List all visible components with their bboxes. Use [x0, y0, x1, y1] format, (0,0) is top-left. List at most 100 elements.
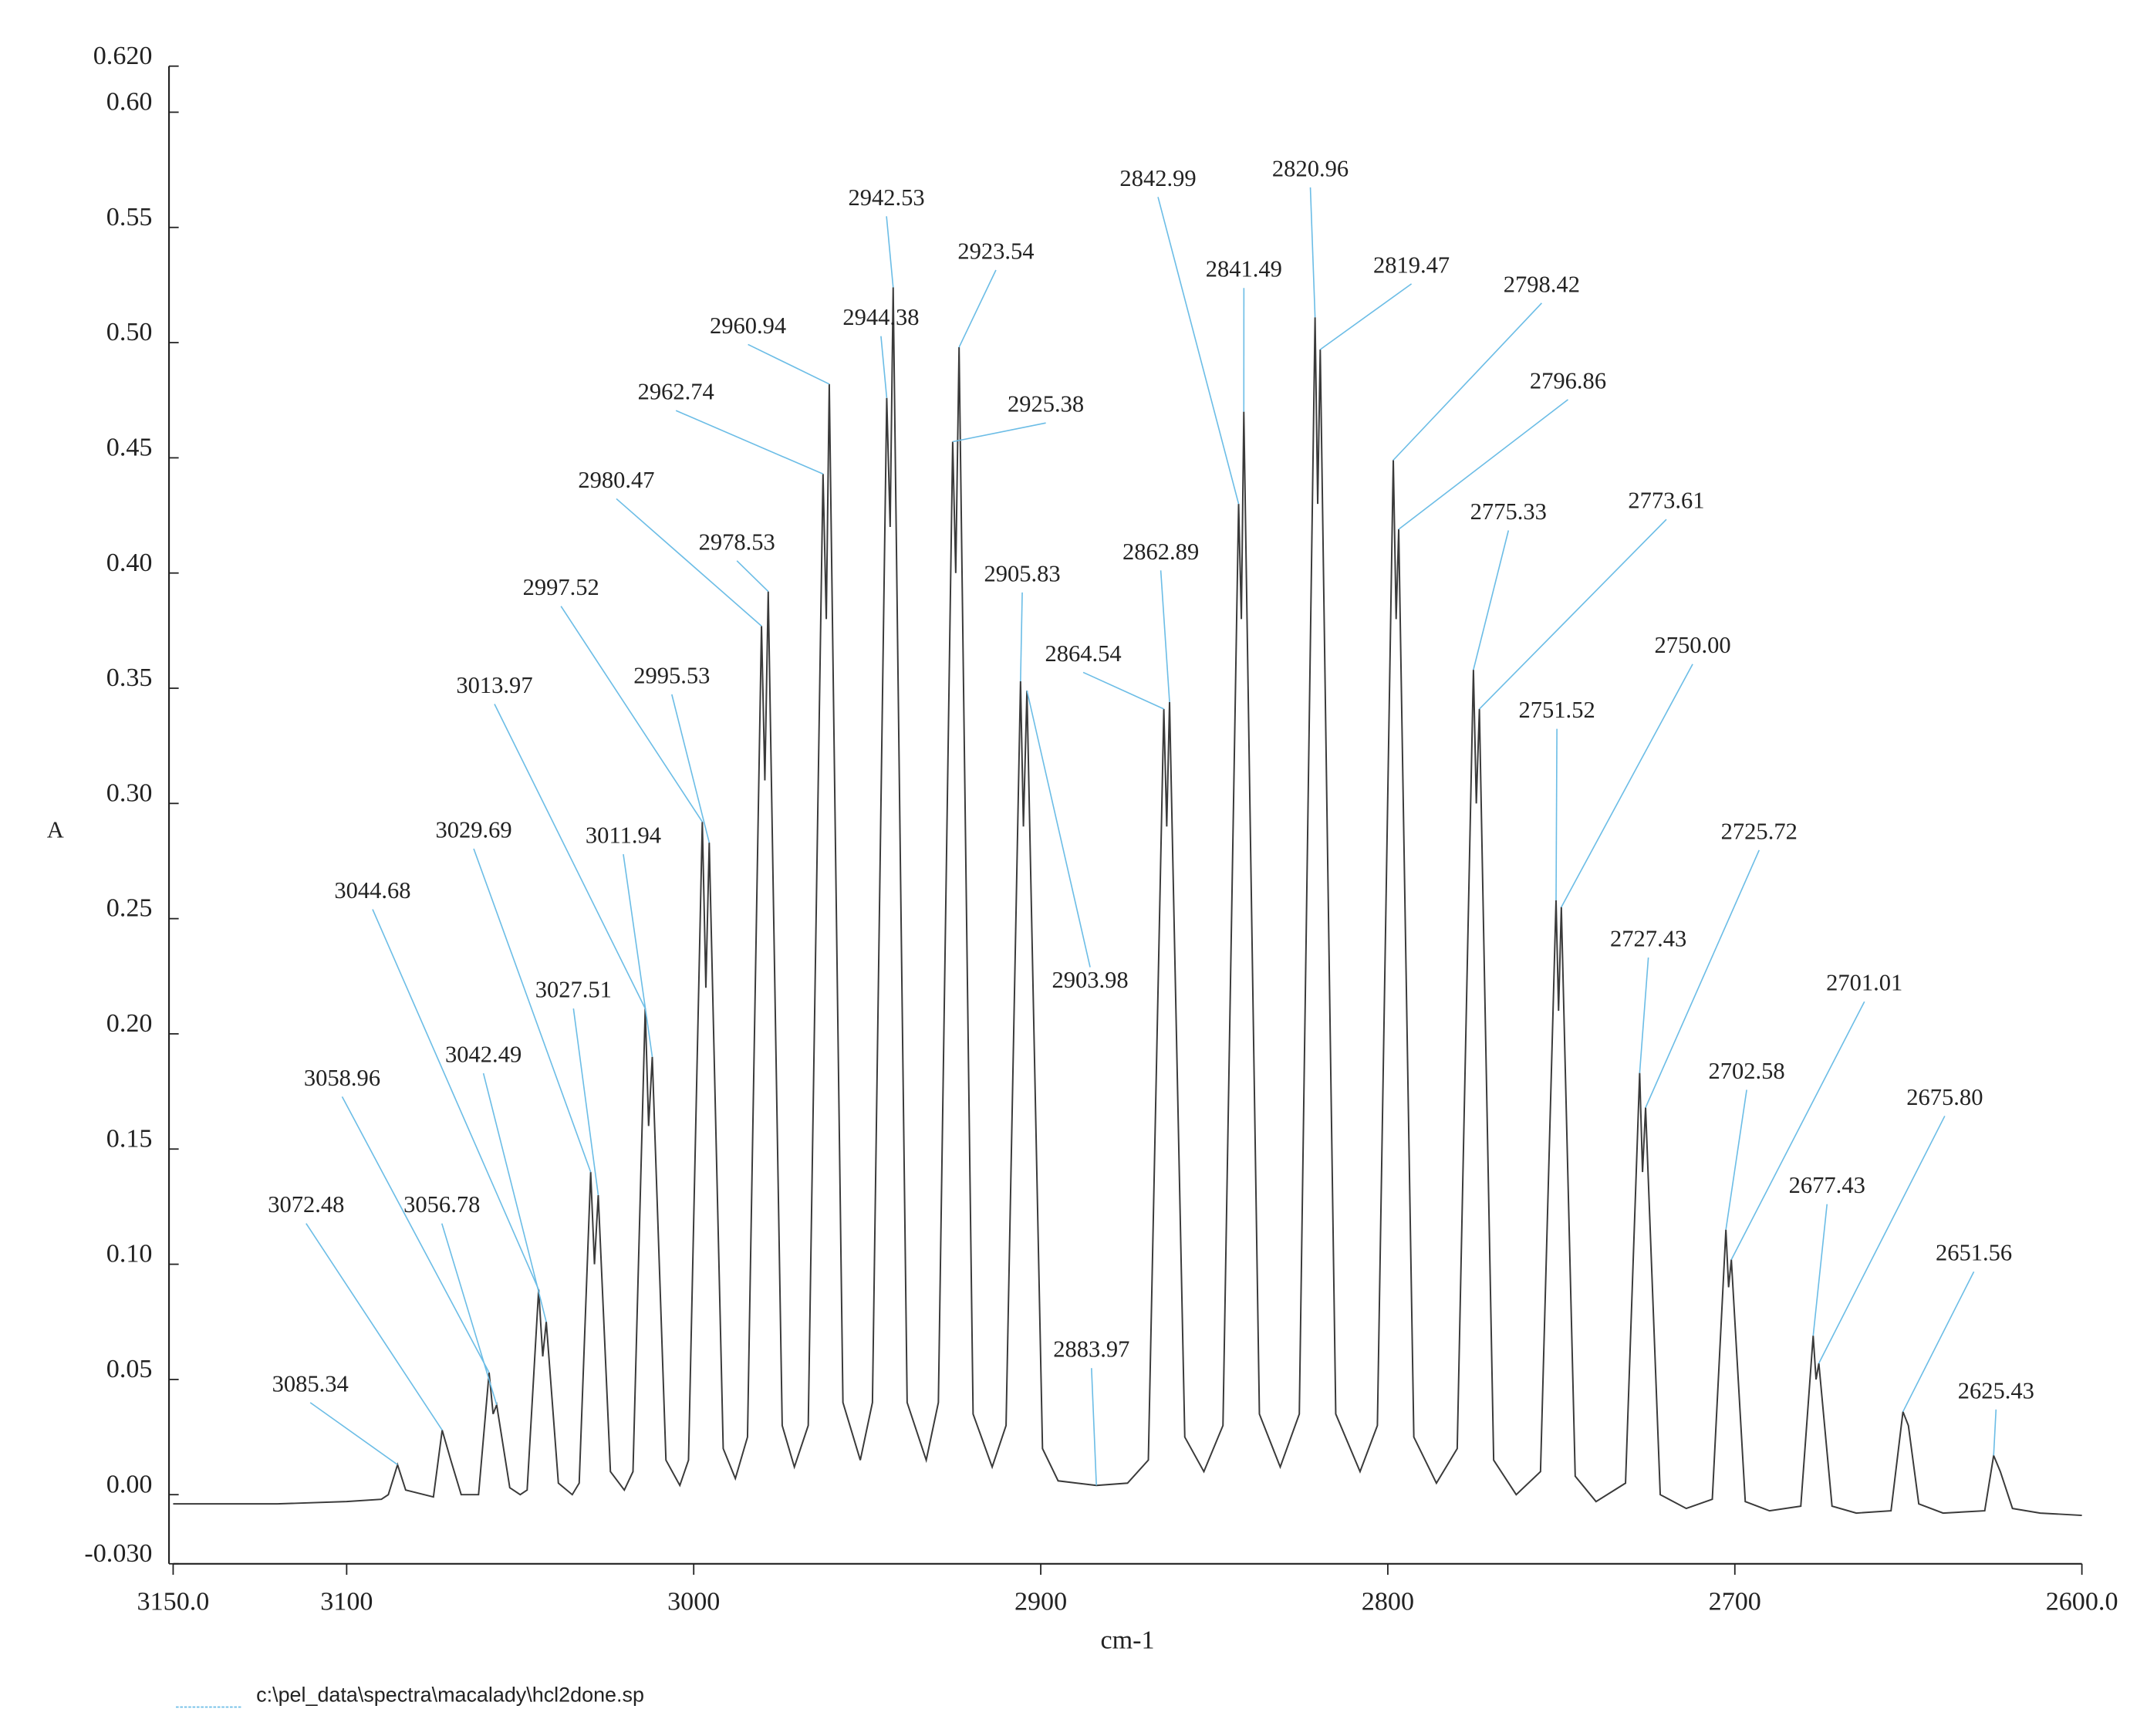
annotation-leader: [473, 848, 592, 1173]
annotation-label: 3013.97: [456, 672, 532, 698]
annotation-leader: [1818, 1116, 1946, 1364]
annotation-leader: [482, 1072, 547, 1322]
x-axis-label: cm-1: [1100, 1626, 1154, 1654]
annotation-leader: [560, 606, 704, 822]
annotation-label: 2775.33: [1470, 498, 1547, 525]
x-tick-label: 3100: [320, 1587, 373, 1616]
annotation-label: 2883.97: [1053, 1336, 1129, 1363]
y-tick-label: 0.25: [106, 894, 153, 923]
annotation-leader: [309, 1402, 398, 1466]
annotation-label: 3011.94: [586, 822, 661, 849]
annotation-leader: [341, 1096, 490, 1373]
annotation-label: 2978.53: [699, 529, 775, 555]
annotation-label: 2725.72: [1721, 818, 1798, 844]
annotation-label: 2944.38: [842, 304, 919, 330]
y-tick-label: 0.30: [106, 778, 153, 807]
annotation-leader: [372, 909, 539, 1290]
annotation-leader: [1473, 530, 1510, 670]
annotation-leader: [671, 694, 711, 843]
annotation-label: 3042.49: [445, 1042, 522, 1068]
annotation-label: 2773.61: [1628, 488, 1704, 514]
annotation-label: 2960.94: [710, 312, 786, 339]
annotation-label: 2677.43: [1789, 1172, 1865, 1198]
annotation-label: 3056.78: [403, 1191, 480, 1218]
annotation-leader: [958, 269, 997, 348]
annotation-label: 2750.00: [1654, 632, 1730, 658]
annotation-leader: [1157, 197, 1240, 505]
annotation-leader: [441, 1223, 498, 1405]
annotation-leader: [1993, 1409, 1997, 1456]
annotation-leader: [1812, 1204, 1828, 1336]
annotation-label: 2923.54: [957, 238, 1034, 265]
annotation-leader: [675, 410, 824, 475]
annotation-label: 3027.51: [535, 977, 612, 1003]
annotation-leader: [572, 1008, 599, 1196]
annotation-label: 2796.86: [1530, 367, 1606, 393]
annotation-label: 3072.48: [268, 1191, 344, 1218]
x-tick-label: 3000: [667, 1587, 720, 1616]
y-tick-label: 0.15: [106, 1124, 153, 1153]
y-tick-label: -0.030: [84, 1539, 152, 1568]
annotation-leader: [1645, 849, 1760, 1108]
annotation-label: 2903.98: [1052, 967, 1128, 993]
y-tick-label: 0.35: [106, 664, 153, 692]
annotation-label: 2864.54: [1045, 640, 1121, 667]
x-tick-label: 2700: [1709, 1587, 1761, 1616]
annotation-label: 2751.52: [1519, 697, 1595, 723]
annotation-leader: [1020, 592, 1023, 682]
annotation-leader: [306, 1223, 443, 1431]
annotation-leader: [1902, 1271, 1975, 1413]
annotation-label: 2962.74: [638, 379, 714, 405]
x-tick-label: 2600.0: [2046, 1587, 2118, 1616]
annotation-label: 2701.01: [1826, 970, 1902, 996]
y-tick-label: 0.40: [106, 549, 153, 577]
annotation-leader: [1082, 671, 1164, 710]
y-tick-label: 0.60: [106, 88, 153, 117]
spectrum-line: [173, 287, 2082, 1517]
annotation-leader: [623, 854, 653, 1057]
annotation-label: 2980.47: [578, 467, 654, 493]
y-tick-label: 0.00: [106, 1470, 153, 1498]
annotation-leader: [886, 216, 894, 288]
annotation-leader: [1160, 570, 1170, 702]
y-tick-label: 0.20: [106, 1009, 153, 1038]
annotation-leader: [1730, 1001, 1865, 1260]
annotation-label: 2862.89: [1122, 539, 1199, 565]
annotation-label: 3058.96: [304, 1065, 380, 1091]
annotation-leader: [494, 704, 646, 1009]
y-tick-label: 0.50: [106, 318, 153, 346]
annotation-leader: [880, 336, 888, 398]
y-axis-label: A: [47, 817, 64, 843]
annotation-label: 2675.80: [1906, 1084, 1983, 1110]
annotation-leader: [1319, 283, 1413, 350]
legend-label: c:\pel_data\spectra\macalady\hcl2done.sp: [256, 1683, 644, 1706]
annotation-label: 2820.96: [1272, 155, 1349, 181]
annotation-label: 2727.43: [1610, 926, 1686, 952]
annotation-leader: [1639, 958, 1649, 1073]
y-tick-label: 0.10: [106, 1240, 153, 1268]
annotation-leader: [1479, 518, 1667, 710]
annotation-leader: [748, 343, 830, 385]
annotation-label: 2997.52: [523, 574, 599, 600]
annotation-leader: [952, 422, 1046, 443]
annotation-leader: [1393, 302, 1542, 461]
annotation-label: 2819.47: [1373, 252, 1450, 278]
annotation-label: 2651.56: [1936, 1240, 2012, 1266]
annotation-label: 2905.83: [984, 560, 1060, 586]
annotation-label: 2942.53: [849, 184, 925, 211]
annotation-leader: [1555, 728, 1558, 900]
annotation-label: 3029.69: [435, 817, 511, 843]
annotation-leader: [1026, 690, 1091, 968]
annotation-leader: [1309, 187, 1316, 318]
y-tick-label: 0.45: [106, 434, 153, 462]
x-tick-label: 2900: [1014, 1587, 1067, 1616]
annotation-label: 2925.38: [1008, 391, 1084, 417]
annotation-leader: [1398, 399, 1568, 530]
annotation-leader: [1725, 1089, 1747, 1230]
annotation-leader: [1091, 1368, 1097, 1486]
annotation-leader: [736, 560, 769, 593]
y-tick-label: 0.05: [106, 1355, 153, 1383]
annotation-label: 2842.99: [1119, 165, 1196, 191]
